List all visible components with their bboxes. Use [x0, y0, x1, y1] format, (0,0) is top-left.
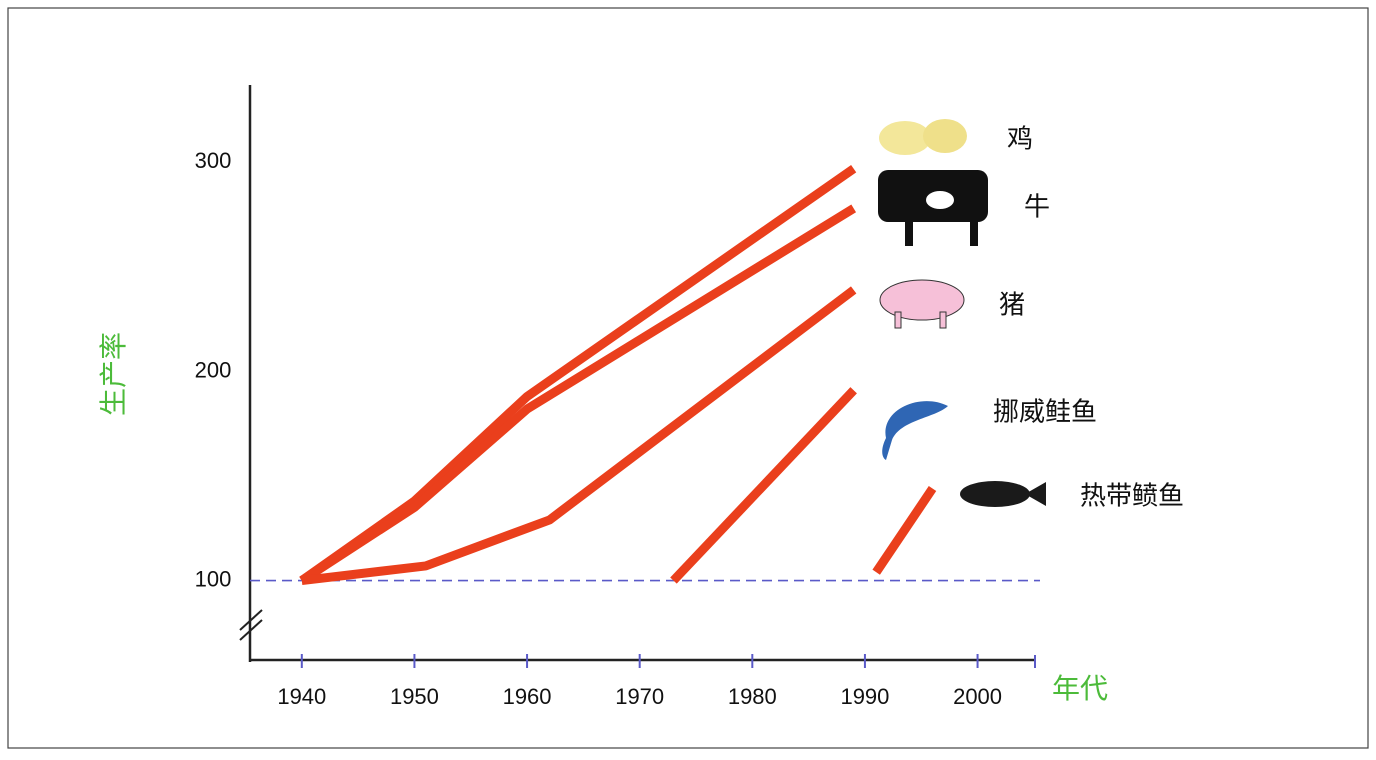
y-tick-label: 200: [195, 357, 232, 382]
series-label: 挪威鲑鱼: [993, 398, 1097, 428]
x-axis-label: 年代: [1052, 672, 1108, 705]
salmon-icon: [882, 401, 948, 460]
frame: [7, 7, 1369, 749]
series-label: 鸡: [1007, 125, 1033, 155]
x-tick-label: 2000: [953, 684, 1002, 709]
series-label: 猪: [999, 291, 1025, 321]
x-tick-label: 1950: [390, 684, 439, 709]
x-tick-label: 1990: [840, 684, 889, 709]
y-tick-label: 100: [195, 566, 232, 591]
series-line: [670, 387, 857, 584]
x-tick-label: 1960: [503, 684, 552, 709]
series-line: [299, 204, 857, 585]
x-tick-label: 1940: [277, 684, 326, 709]
axis-break: [239, 609, 263, 641]
series-label: 牛: [1024, 193, 1050, 223]
fish-icon: [960, 481, 1046, 507]
x-tick-label: 1980: [728, 684, 777, 709]
cow-icon: [878, 170, 988, 246]
series-line: [872, 486, 937, 575]
chick-icon: [879, 119, 967, 155]
x-tick-label: 1970: [615, 684, 664, 709]
y-axis-label: 生产率: [97, 332, 130, 416]
y-tick-label: 300: [195, 148, 232, 173]
pig-icon: [879, 279, 965, 329]
series-line: [301, 286, 857, 586]
series-label: 热带鲼鱼: [1080, 482, 1184, 512]
